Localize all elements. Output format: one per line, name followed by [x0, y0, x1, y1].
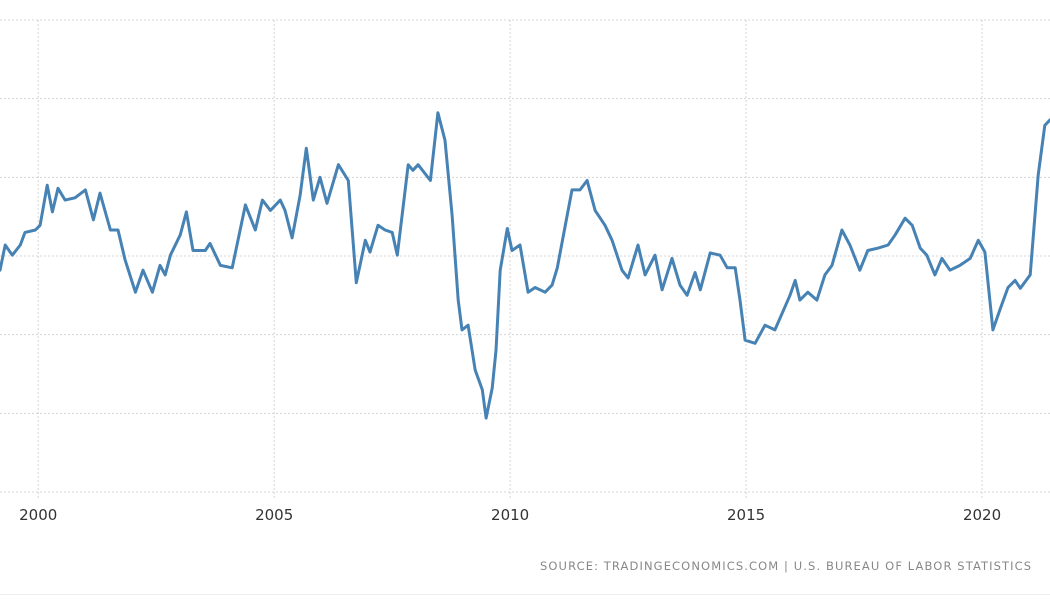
x-tick-label: 2010 [491, 506, 529, 524]
x-tick-label: 2015 [727, 506, 765, 524]
series-line [0, 111, 1050, 420]
x-tick-label: 2005 [255, 506, 293, 524]
source-caption: SOURCE: TRADINGECONOMICS.COM | U.S. BURE… [540, 559, 1033, 573]
x-axis: 2000 2005 2010 2015 2020 [19, 506, 1001, 524]
grid-lines [0, 19, 1050, 498]
divider [0, 594, 1050, 595]
x-tick-label: 2000 [19, 506, 57, 524]
x-tick-label: 2020 [963, 506, 1001, 524]
line-chart: 2000 2005 2010 2015 2020 [0, 19, 1050, 524]
